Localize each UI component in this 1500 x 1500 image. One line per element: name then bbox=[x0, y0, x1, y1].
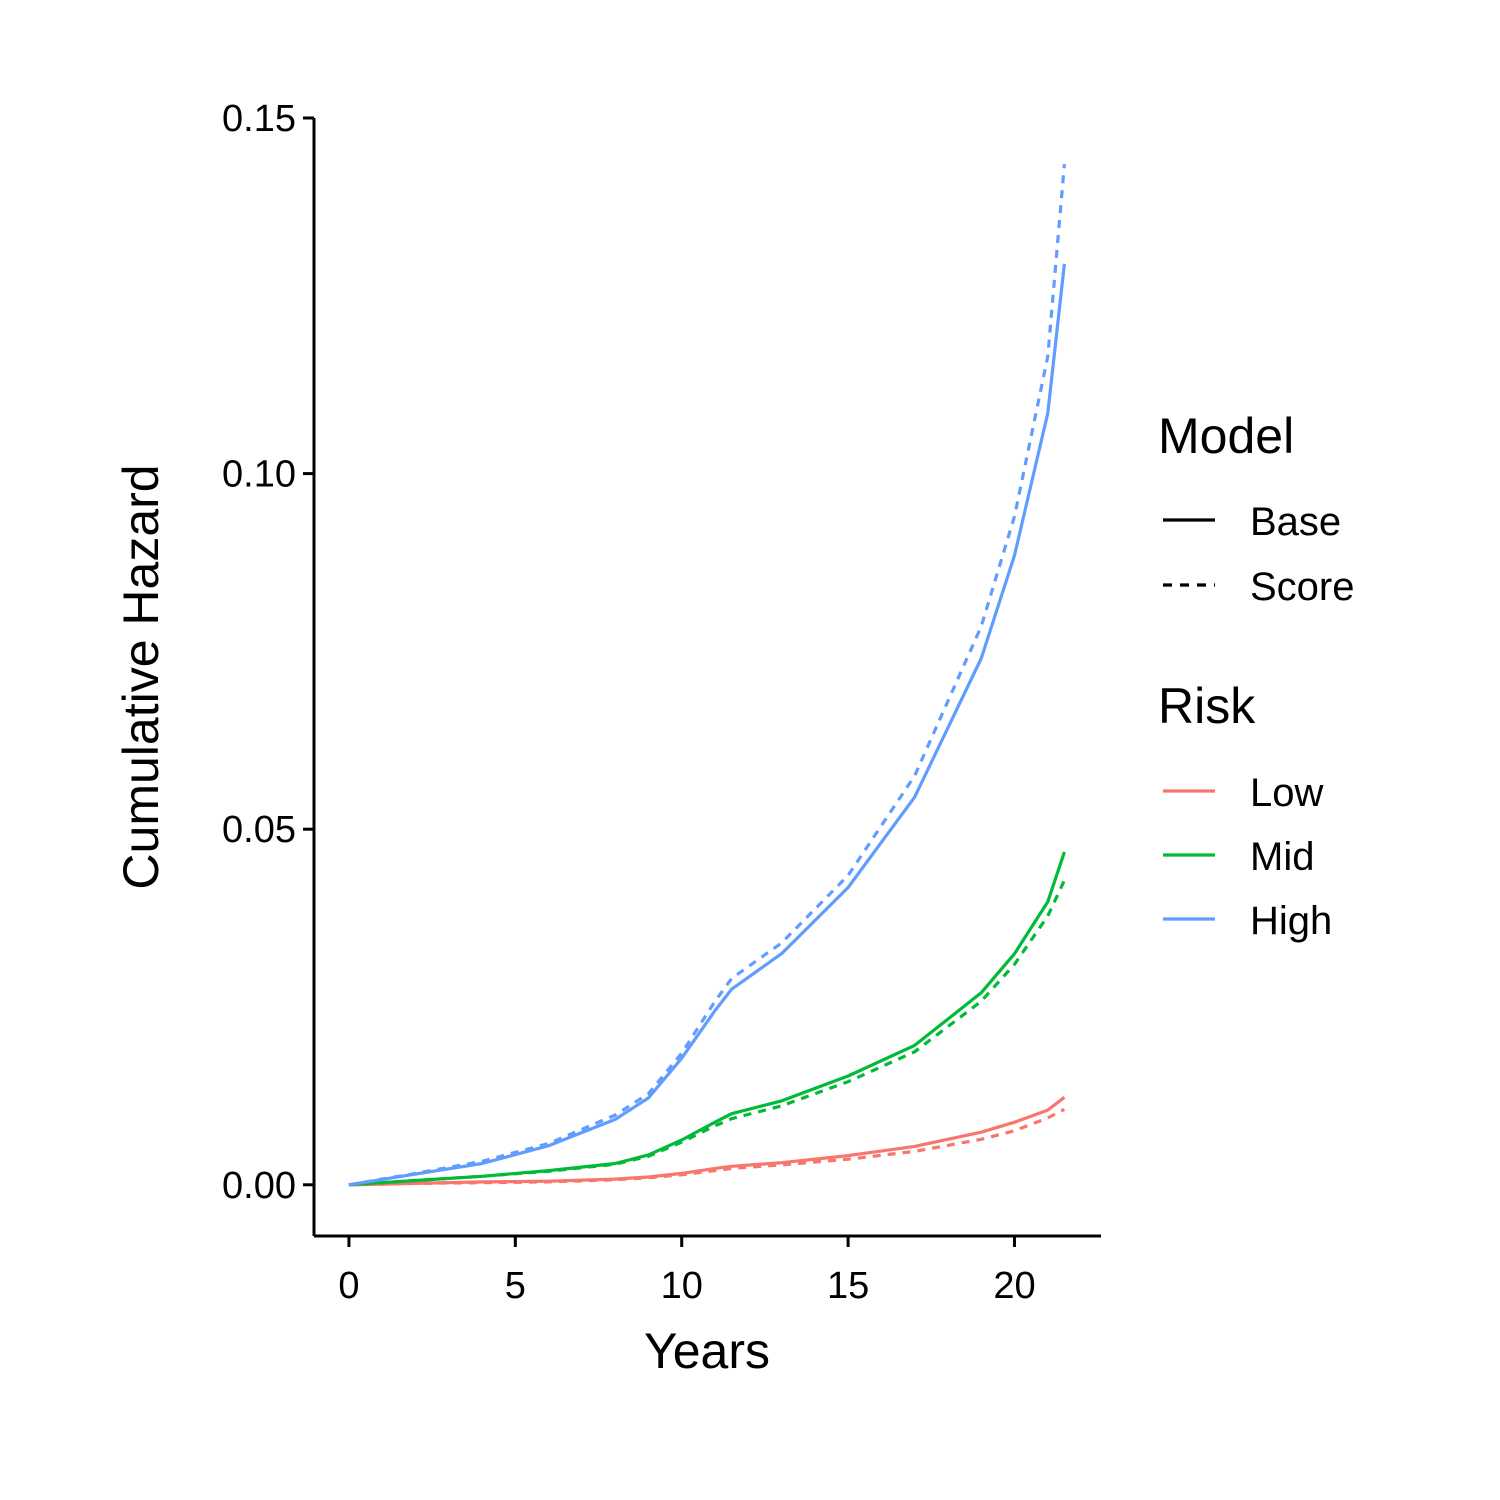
series-line-mid-score bbox=[348, 879, 1066, 1187]
legend-label-high: High bbox=[1250, 899, 1332, 943]
x-tick-label: 5 bbox=[505, 1265, 526, 1307]
legend-model: Model Base Score bbox=[1158, 408, 1355, 609]
series-line-high-score bbox=[348, 164, 1066, 1187]
legend-risk-title: Risk bbox=[1158, 678, 1256, 734]
y-axis-title: Cumulative Hazard bbox=[113, 464, 169, 889]
plot-lines bbox=[348, 164, 1066, 1187]
x-tick-label: 20 bbox=[993, 1265, 1035, 1307]
y-tick-label: 0.05 bbox=[222, 809, 296, 851]
y-tick-label: 0.15 bbox=[222, 98, 296, 140]
legend-label-score: Score bbox=[1250, 565, 1355, 609]
series-line-low-base bbox=[348, 1096, 1066, 1187]
legend: Model Base Score Risk Low Mid High bbox=[1158, 408, 1355, 943]
legend-model-title: Model bbox=[1158, 408, 1294, 464]
legend-label-mid: Mid bbox=[1250, 835, 1314, 879]
x-tick-label: 15 bbox=[827, 1265, 869, 1307]
x-tick-label: 0 bbox=[338, 1265, 359, 1307]
x-tick-label: 10 bbox=[661, 1265, 703, 1307]
x-axis-title: Years bbox=[644, 1323, 770, 1379]
y-tick-label: 0.00 bbox=[222, 1165, 296, 1207]
y-axis-ticks: 0.00 0.05 0.10 0.15 bbox=[222, 98, 314, 1207]
series-line-low-score bbox=[348, 1107, 1066, 1187]
series-line-high-base bbox=[348, 263, 1066, 1187]
x-axis-ticks: 0 5 10 15 20 bbox=[338, 1236, 1036, 1307]
series-line-mid-base bbox=[348, 851, 1066, 1187]
legend-risk: Risk Low Mid High bbox=[1158, 678, 1332, 943]
legend-label-base: Base bbox=[1250, 500, 1341, 544]
y-tick-label: 0.10 bbox=[222, 454, 296, 496]
legend-label-low: Low bbox=[1250, 771, 1323, 815]
